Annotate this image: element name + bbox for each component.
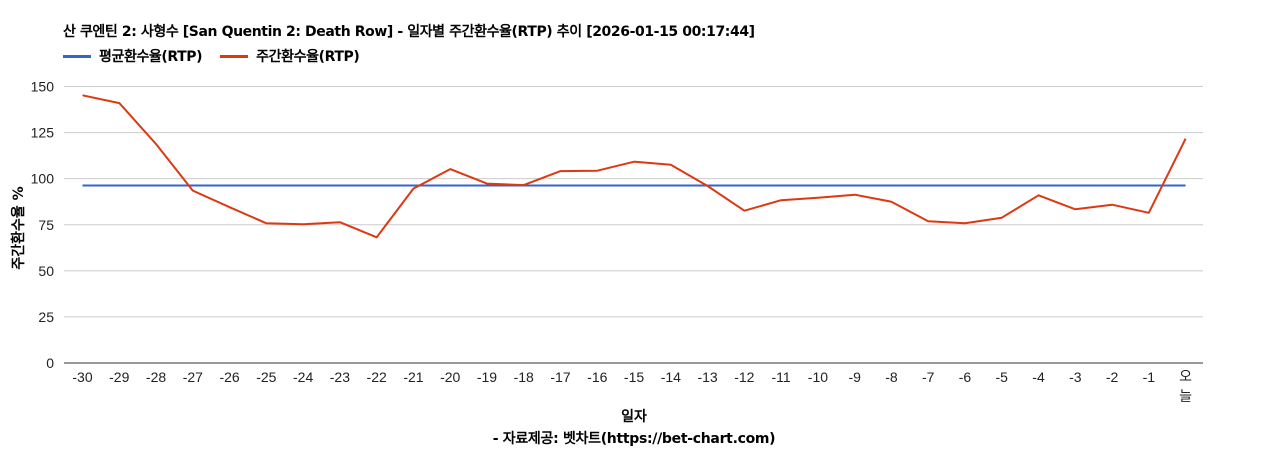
x-tick-label: -10: [808, 369, 828, 385]
x-tick-label: -25: [256, 369, 276, 385]
x-tick-label: -1: [1143, 369, 1156, 385]
x-tick-label: -6: [959, 369, 972, 385]
x-tick-label: -20: [440, 369, 460, 385]
y-tick-label: 0: [46, 355, 54, 371]
data-source-credit: - 자료제공: 벳차트(https://bet-chart.com): [492, 431, 776, 447]
x-tick-label: -30: [72, 369, 92, 385]
x-tick-label: -18: [514, 369, 534, 385]
series-lines: [82, 94, 1187, 239]
x-tick-label: -27: [183, 369, 203, 385]
x-tick-label: -9: [848, 369, 861, 385]
legend-item-weekly[interactable]: 주간환수율(RTP): [220, 46, 360, 66]
x-tick-label: -21: [403, 369, 423, 385]
x-tick-label: -17: [550, 369, 570, 385]
gridlines: [64, 86, 1203, 364]
x-tick-label: -24: [293, 369, 313, 385]
x-tick-label: -15: [624, 369, 644, 385]
x-axis-title: 일자: [621, 409, 647, 425]
x-tick-label: -22: [367, 369, 387, 385]
x-tick-label: -26: [219, 369, 239, 385]
x-tick-label: 오: [1179, 369, 1192, 385]
chart-title: 산 쿠엔틴 2: 사형수 [San Quentin 2: Death Row] …: [63, 24, 755, 40]
legend-item-average[interactable]: 평균환수율(RTP): [63, 46, 203, 66]
y-tick-label: 50: [38, 263, 54, 279]
legend-swatch-weekly-icon: [220, 54, 249, 58]
x-tick-label: -3: [1069, 369, 1082, 385]
y-tick-label: 100: [31, 171, 55, 187]
x-tick-label: -14: [661, 369, 681, 385]
legend: 평균환수율(RTP) 주간환수율(RTP): [63, 46, 377, 66]
x-tick-label: -12: [734, 369, 754, 385]
x-tick-label: -5: [996, 369, 1009, 385]
x-tick-label: -13: [697, 369, 717, 385]
x-tick-label: -29: [109, 369, 129, 385]
x-axis-ticks: -30 -29 -28 -27 -26 -25 -24 -23 -22 -21 -20 -19 -18-…: [72, 369, 1192, 405]
legend-label-weekly: 주간환수율(RTP): [256, 49, 360, 65]
legend-label-average: 평균환수율(RTP): [99, 49, 203, 65]
legend-swatch-average-icon: [63, 54, 91, 58]
x-tick-label: -8: [885, 369, 898, 385]
x-tick-label: -4: [1032, 369, 1045, 385]
x-tick-label: -2: [1106, 369, 1119, 385]
y-axis-ticks: 0 25 50 75 100 125 150: [31, 79, 55, 372]
x-tick-label: -11: [772, 369, 791, 385]
x-tick-label: -28: [146, 369, 166, 385]
x-tick-label: 늘: [1179, 389, 1192, 405]
x-tick-label: -7: [922, 369, 935, 385]
x-tick-label: -19: [477, 369, 497, 385]
y-tick-label: 75: [38, 217, 54, 233]
x-tick-label: -23: [330, 369, 350, 385]
y-axis-title: 주간환수율 %: [11, 186, 27, 270]
y-tick-label: 125: [31, 125, 55, 141]
y-tick-label: 25: [38, 309, 54, 325]
x-tick-label: -16: [587, 369, 607, 385]
weekly-rtp-line[interactable]: [82, 94, 1187, 239]
y-tick-label: 150: [31, 79, 55, 95]
